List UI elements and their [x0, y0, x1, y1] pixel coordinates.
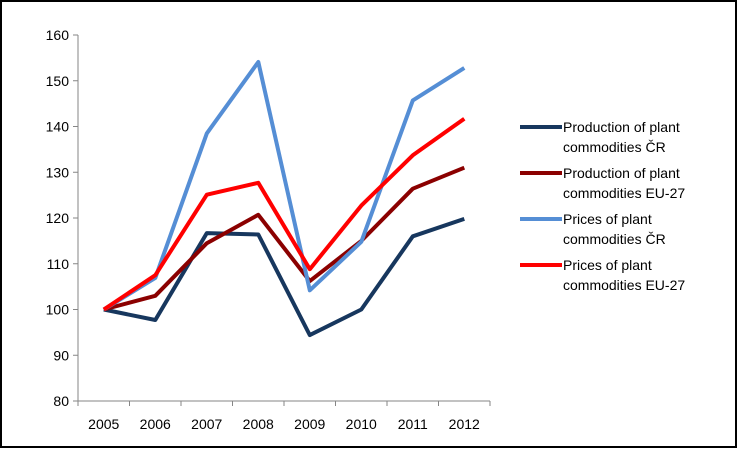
- y-tick-label: 140: [46, 119, 70, 135]
- x-tick-label: 2008: [243, 416, 274, 432]
- series-line: [102, 117, 466, 312]
- y-tick-label: 90: [53, 347, 69, 363]
- y-tick-label: 110: [47, 256, 70, 272]
- legend-label: Production of plant commodities EU-27: [563, 165, 685, 201]
- y-tick-label: 120: [46, 210, 70, 226]
- x-tick-label: 2012: [449, 416, 480, 432]
- x-tick-label: 2009: [294, 416, 325, 432]
- y-tick-label: 80: [53, 393, 69, 409]
- x-tick-label: 2006: [140, 416, 171, 432]
- series-line: [102, 60, 466, 312]
- y-tick-label: 100: [46, 302, 70, 318]
- legend-label: Production of plant commodities ČR: [563, 119, 680, 155]
- y-tick-label: 130: [46, 164, 70, 180]
- series-line: [103, 217, 465, 338]
- legend-label: Prices of plant commodities EU-27: [563, 257, 685, 293]
- x-tick-label: 2011: [398, 416, 428, 432]
- x-tick-label: 2010: [346, 416, 377, 432]
- y-tick-label: 160: [46, 27, 70, 43]
- legend-label: Prices of plant commodities ČR: [563, 211, 666, 247]
- x-tick-label: 2007: [191, 416, 222, 432]
- y-tick-label: 150: [46, 73, 70, 89]
- x-tick-label: 2005: [88, 416, 119, 432]
- series-line: [103, 165, 466, 312]
